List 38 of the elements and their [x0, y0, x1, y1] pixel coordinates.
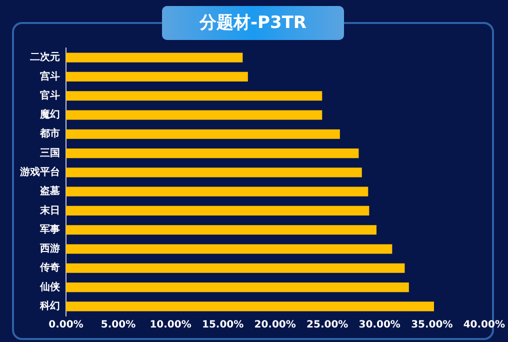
y-tick-label: 盗墓 [40, 185, 60, 198]
y-tick-label: 宫斗 [40, 70, 60, 82]
x-tick-label: 5.00% [100, 320, 136, 331]
bar [66, 148, 359, 158]
bar [66, 110, 322, 120]
bar [66, 302, 434, 312]
y-tick-label: 仙侠 [39, 280, 60, 293]
x-tick-label: 25.00% [306, 320, 348, 331]
y-tick-label: 游戏平台 [19, 166, 60, 178]
x-tick-label: 15.00% [202, 320, 244, 331]
y-tick-label: 末日 [39, 204, 60, 216]
bar [66, 282, 409, 292]
bar [66, 186, 368, 196]
y-tick-label: 三国 [40, 148, 60, 159]
bar [66, 206, 370, 216]
x-tick-label: 35.00% [411, 320, 453, 331]
y-tick-label: 都市 [39, 128, 60, 140]
x-tick-label: 0.00% [48, 320, 84, 331]
x-tick-label: 40.00% [463, 320, 506, 331]
bar [66, 72, 248, 82]
x-tick-label: 20.00% [254, 320, 296, 331]
y-tick-label: 魔幻 [39, 108, 60, 121]
y-tick-label: 西游 [39, 242, 60, 255]
bar [66, 225, 376, 235]
bar [66, 263, 405, 273]
y-tick-label: 二次元 [30, 51, 60, 64]
y-tick-label: 官斗 [40, 89, 60, 102]
y-tick-label: 军事 [40, 223, 60, 236]
y-tick-label: 传奇 [39, 262, 60, 274]
bar [66, 244, 392, 254]
chart-title: 分题材-P3TR [162, 6, 344, 40]
x-tick-label: 10.00% [150, 320, 192, 331]
bar [66, 52, 243, 62]
x-tick-label: 30.00% [358, 320, 400, 331]
y-tick-label: 科幻 [39, 300, 60, 312]
bar [66, 168, 362, 178]
bar [66, 129, 340, 139]
bar [66, 91, 322, 101]
